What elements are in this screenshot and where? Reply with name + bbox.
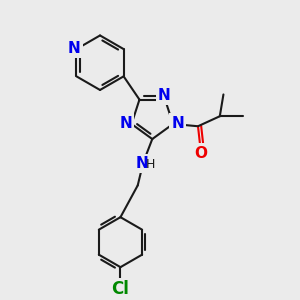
Text: N: N bbox=[171, 116, 184, 130]
Text: N: N bbox=[119, 116, 132, 130]
Text: O: O bbox=[194, 146, 207, 160]
Text: H: H bbox=[146, 158, 156, 171]
Text: N: N bbox=[136, 156, 149, 171]
Text: N: N bbox=[68, 41, 80, 56]
Text: Cl: Cl bbox=[112, 280, 129, 298]
Text: N: N bbox=[158, 88, 171, 103]
